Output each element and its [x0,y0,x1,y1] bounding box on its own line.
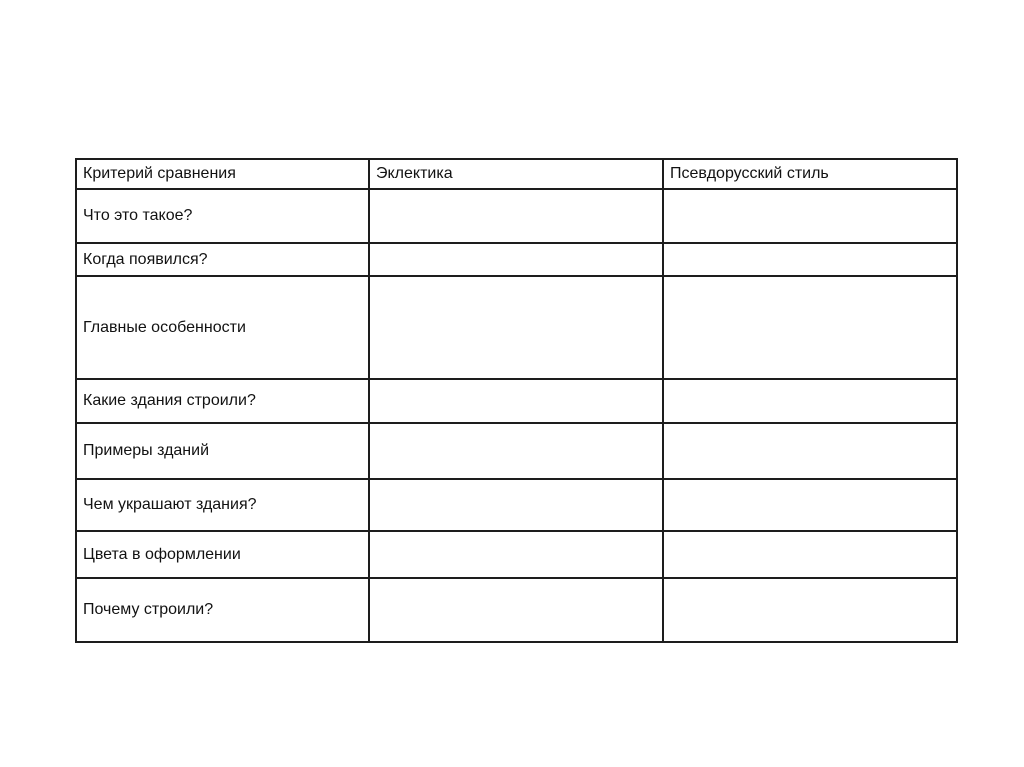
eclectic-cell [368,242,664,277]
header-cell-criterion: Критерий сравнения [75,158,370,190]
table-row: Главные особенности [75,275,958,380]
pseudo-russian-cell [662,478,958,532]
criterion-cell: Чем украшают здания? [75,478,370,532]
table-row: Примеры зданий [75,422,958,480]
table-row: Чем украшают здания? [75,478,958,532]
pseudo-russian-cell [662,577,958,643]
pseudo-russian-cell [662,242,958,277]
criterion-cell: Главные особенности [75,275,370,380]
eclectic-cell [368,577,664,643]
table-row: Какие здания строили? [75,378,958,424]
table-row: Что это такое? [75,188,958,244]
table-row: Цвета в оформлении [75,530,958,579]
header-cell-pseudo-russian: Псевдорусский стиль [662,158,958,190]
criterion-cell: Почему строили? [75,577,370,643]
criterion-cell: Когда появился? [75,242,370,277]
pseudo-russian-cell [662,422,958,480]
criterion-cell: Что это такое? [75,188,370,244]
criterion-cell: Цвета в оформлении [75,530,370,579]
eclectic-cell [368,530,664,579]
eclectic-cell [368,478,664,532]
eclectic-cell [368,422,664,480]
table-header-row: Критерий сравнения Эклектика Псевдорусск… [75,158,958,190]
eclectic-cell [368,275,664,380]
criterion-cell: Примеры зданий [75,422,370,480]
pseudo-russian-cell [662,188,958,244]
table-row: Когда появился? [75,242,958,277]
criterion-cell: Какие здания строили? [75,378,370,424]
eclectic-cell [368,188,664,244]
pseudo-russian-cell [662,530,958,579]
eclectic-cell [368,378,664,424]
pseudo-russian-cell [662,378,958,424]
comparison-table: Критерий сравнения Эклектика Псевдорусск… [75,158,958,643]
pseudo-russian-cell [662,275,958,380]
table-row: Почему строили? [75,577,958,643]
header-cell-eclectic: Эклектика [368,158,664,190]
